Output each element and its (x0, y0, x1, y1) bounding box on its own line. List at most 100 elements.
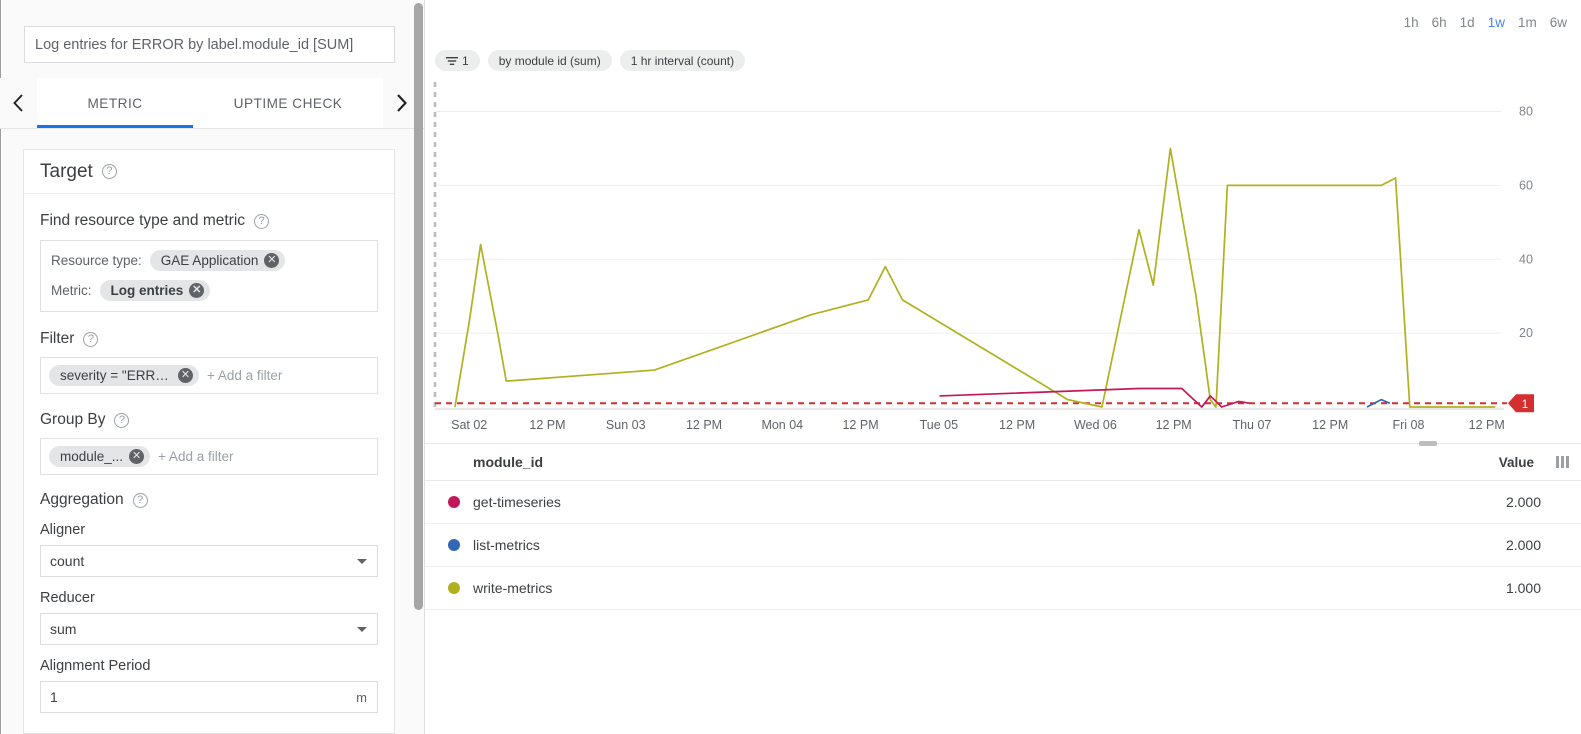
metric-remove-icon[interactable]: ✕ (189, 283, 205, 298)
filter-icon (446, 56, 458, 65)
metric-chip[interactable]: Log entries ✕ (99, 280, 211, 301)
group-by-add-placeholder[interactable]: + Add a filter (158, 449, 234, 464)
x-axis-tick-label: 12 PM (999, 418, 1035, 430)
group-by-input-box[interactable]: module_... ✕ + Add a filter (40, 438, 378, 475)
chart-title-input[interactable]: Log entries for ERROR by label.module_id… (24, 26, 395, 63)
aggregation-help-icon[interactable]: ? (132, 492, 148, 508)
find-resource-label: Find resource type and metric (40, 212, 246, 229)
metric-row: Metric: Log entries ✕ (51, 280, 367, 301)
tab-metric[interactable]: METRIC (37, 78, 193, 128)
filter-label: Filter (40, 330, 75, 347)
filter-add-placeholder[interactable]: + Add a filter (207, 368, 283, 383)
chip-interval[interactable]: 1 hr interval (count) (619, 50, 746, 71)
legend-col-value[interactable]: Value (1498, 454, 1534, 470)
time-range-1d[interactable]: 1d (1459, 15, 1475, 30)
chip-group-by[interactable]: by module id (sum) (487, 50, 612, 71)
filter-input-box[interactable]: severity = "ERROR" ✕ + Add a filter (40, 357, 378, 394)
chevron-down-icon-2 (357, 627, 367, 632)
legend-table-header: module_id Value (425, 443, 1581, 481)
time-range-6h[interactable]: 6h (1431, 15, 1447, 30)
target-help-icon[interactable]: ? (101, 164, 117, 179)
target-heading: Target (40, 160, 93, 182)
metric-chip-label: Log entries (110, 283, 184, 298)
time-series-plot[interactable]: 20 40 60 80 1 Sat 02 12 PM Sun 03 12 PM Mon 04 12 … (425, 80, 1581, 432)
chart-chips: 1 by module id (sum) 1 hr interval (coun… (435, 50, 746, 71)
panel-resize-handle[interactable] (1419, 441, 1437, 446)
legend-series-name: write-metrics (473, 580, 553, 596)
left-panel-scrollbar[interactable] (414, 3, 423, 610)
series-line-list-metrics[interactable] (1366, 398, 1391, 408)
x-axis-tick-label: Tue 05 (920, 418, 959, 430)
series-line-write-metrics[interactable] (454, 147, 1496, 408)
x-axis-tick-label: 12 PM (1469, 418, 1505, 430)
x-axis-tick-label: Wed 06 (1074, 418, 1117, 430)
find-resource-help-icon[interactable]: ? (254, 213, 270, 229)
time-range-1m[interactable]: 1m (1517, 15, 1537, 30)
tab-uptime-check[interactable]: UPTIME CHECK (193, 78, 383, 128)
group-by-chip[interactable]: module_... ✕ (49, 446, 151, 467)
aligner-label: Aligner (40, 522, 86, 538)
x-axis-tick-label: 12 PM (1312, 418, 1348, 430)
y-axis-tick-label: 20 (1519, 326, 1533, 340)
tab-scroll-next-button[interactable] (383, 78, 420, 128)
time-range-1h[interactable]: 1h (1403, 15, 1419, 30)
legend-series-color-dot (448, 582, 460, 594)
resource-type-label: Resource type: (51, 253, 142, 268)
group-by-help-icon[interactable]: ? (114, 412, 130, 428)
chip-filter-count[interactable]: 1 (435, 50, 480, 71)
resource-type-row: Resource type: GAE Application ✕ (51, 250, 367, 271)
series-line-get-timeseries[interactable] (939, 387, 1251, 408)
resource-type-remove-icon[interactable]: ✕ (264, 253, 280, 268)
group-by-section: Group By ? module_... ✕ + Add a filter (24, 394, 394, 475)
filter-help-icon[interactable]: ? (83, 331, 99, 347)
time-range-6w[interactable]: 6w (1549, 15, 1567, 30)
aggregation-label-row: Aggregation ? (40, 491, 378, 509)
group-by-remove-icon[interactable]: ✕ (129, 449, 145, 464)
filter-remove-icon[interactable]: ✕ (178, 368, 193, 383)
find-resource-label-row: Find resource type and metric ? (40, 212, 378, 230)
tab-active-underline (37, 125, 193, 128)
reducer-value: sum (50, 621, 77, 637)
legend-row[interactable]: write-metrics 1.000 (425, 567, 1581, 610)
alignment-period-input[interactable]: 1 m (40, 681, 378, 713)
tab-uptime-check-label: UPTIME CHECK (233, 95, 343, 111)
chevron-right-icon (397, 94, 407, 112)
legend-col-module-id[interactable]: module_id (473, 454, 544, 470)
target-card: Target ? Find resource type and metric ?… (23, 149, 395, 734)
alignment-period-label: Alignment Period (40, 658, 151, 674)
group-by-label: Group By (40, 411, 106, 428)
filter-label-row: Filter ? (40, 330, 378, 348)
aligner-select[interactable]: count (40, 545, 378, 577)
x-axis-tick-label: 12 PM (1156, 418, 1192, 430)
group-by-chip-label: module_... (60, 449, 124, 464)
left-config-panel: Log entries for ERROR by label.module_id… (0, 0, 425, 734)
column-settings-icon[interactable] (1556, 456, 1569, 468)
aligner-value: count (50, 553, 85, 569)
legend-series-value: 2.000 (1505, 537, 1541, 553)
reducer-select[interactable]: sum (40, 613, 378, 645)
x-axis-tick-label: Sun 03 (606, 418, 646, 430)
alignment-period-unit: m (356, 689, 367, 705)
resource-type-chip[interactable]: GAE Application ✕ (149, 250, 286, 271)
target-card-header: Target ? (24, 150, 394, 194)
group-by-label-row: Group By ? (40, 411, 378, 429)
legend-row[interactable]: list-metrics 2.000 (425, 524, 1581, 567)
threshold-marker[interactable] (1508, 394, 1534, 413)
tab-scroll-prev-button[interactable] (0, 78, 37, 128)
x-axis-tick-label: Sat 02 (451, 418, 487, 430)
legend-series-name: list-metrics (473, 537, 540, 553)
x-axis-tick-label: 12 PM (529, 418, 565, 430)
chevron-left-icon (13, 94, 23, 112)
x-axis-tick-label: 12 PM (686, 418, 722, 430)
metric-label: Metric: (51, 283, 92, 298)
chip-filter-count-label: 1 (462, 53, 469, 68)
legend-row[interactable]: get-timeseries 2.000 (425, 481, 1581, 524)
filter-section: Filter ? severity = "ERROR" ✕ + Add a fi… (24, 312, 394, 394)
filter-chip[interactable]: severity = "ERROR" ✕ (49, 365, 199, 386)
legend-series-color-dot (448, 496, 460, 508)
x-axis-tick-label: 12 PM (842, 418, 878, 430)
legend-series-color-dot (448, 539, 460, 551)
time-range-1w[interactable]: 1w (1487, 15, 1505, 30)
find-resource-section: Find resource type and metric ? Resource… (24, 194, 394, 312)
